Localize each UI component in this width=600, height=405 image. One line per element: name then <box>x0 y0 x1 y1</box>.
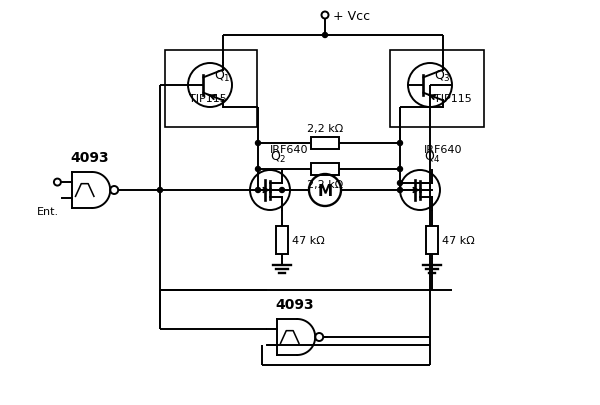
Text: TIP115: TIP115 <box>189 94 227 104</box>
Circle shape <box>398 167 403 172</box>
Text: 2,2 kΩ: 2,2 kΩ <box>307 124 343 134</box>
Text: 2,2 kΩ: 2,2 kΩ <box>307 179 343 190</box>
Circle shape <box>256 167 260 172</box>
Bar <box>311 164 339 175</box>
Text: IRF640: IRF640 <box>270 145 308 155</box>
Circle shape <box>323 34 328 38</box>
Text: IRF640: IRF640 <box>424 145 463 155</box>
Bar <box>426 226 438 254</box>
Circle shape <box>158 188 163 193</box>
Text: Q$_1$: Q$_1$ <box>214 68 230 83</box>
Bar <box>311 138 339 149</box>
Text: 4093: 4093 <box>71 151 109 164</box>
Circle shape <box>256 141 260 146</box>
Circle shape <box>398 188 403 193</box>
Text: Q$_4$: Q$_4$ <box>424 149 441 164</box>
Circle shape <box>280 188 284 193</box>
Text: Q$_3$: Q$_3$ <box>434 68 451 83</box>
Circle shape <box>398 181 403 186</box>
Circle shape <box>256 188 260 193</box>
Text: Q$_2$: Q$_2$ <box>270 149 287 164</box>
Circle shape <box>398 141 403 146</box>
Text: TIP115: TIP115 <box>434 94 472 104</box>
Text: 4093: 4093 <box>275 297 314 311</box>
Text: + Vcc: + Vcc <box>333 9 370 22</box>
Bar <box>165 51 257 128</box>
Bar <box>276 226 288 254</box>
Text: Ent.: Ent. <box>37 207 59 216</box>
Text: 47 kΩ: 47 kΩ <box>292 235 325 245</box>
Text: 47 kΩ: 47 kΩ <box>442 235 475 245</box>
Text: M: M <box>317 183 332 198</box>
Bar <box>390 51 484 128</box>
